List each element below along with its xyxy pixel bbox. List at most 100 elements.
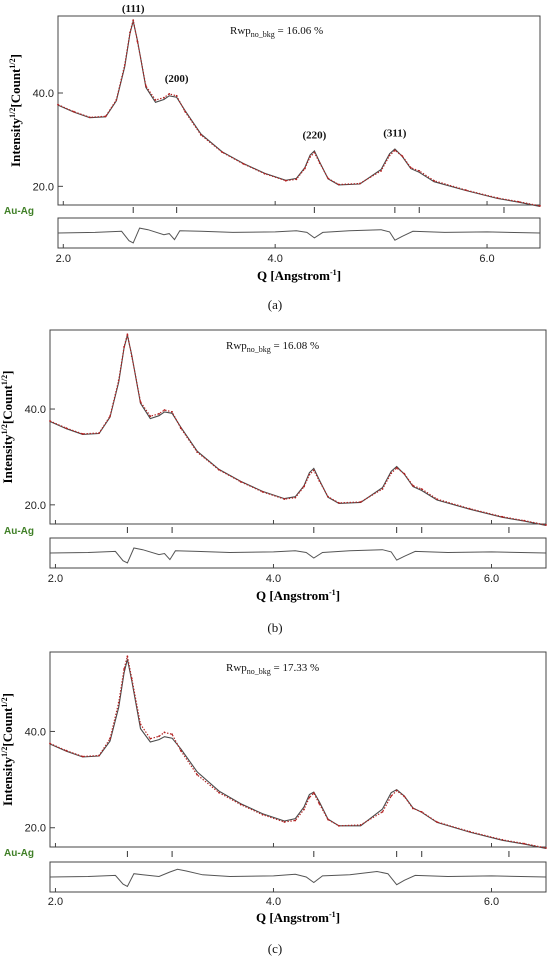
observed-data-point bbox=[65, 749, 68, 752]
observed-data-point bbox=[539, 205, 541, 207]
observed-data-point bbox=[409, 166, 412, 169]
difference-plot-frame bbox=[49, 537, 547, 569]
observed-data-point bbox=[418, 170, 421, 172]
x-axis-label-main: Q [Angstrom bbox=[257, 268, 330, 283]
observed-data-point bbox=[501, 515, 504, 518]
observed-data-point bbox=[123, 64, 126, 66]
phase-label: Au-Ag bbox=[4, 848, 34, 859]
observed-data-point bbox=[129, 31, 131, 34]
observed-data-point bbox=[158, 735, 160, 738]
x-tick-label: 2.0 bbox=[56, 253, 71, 265]
observed-data-point bbox=[57, 103, 59, 106]
observed-data-point bbox=[390, 472, 393, 475]
x-tick-label: 6.0 bbox=[479, 253, 494, 265]
observed-data-point bbox=[117, 701, 120, 704]
observed-data-point bbox=[104, 115, 107, 118]
y-axis-label-main: Intensity bbox=[8, 117, 23, 167]
rwp-label: Rwp bbox=[226, 662, 247, 674]
observed-data-point bbox=[163, 409, 166, 411]
observed-data-point bbox=[263, 172, 266, 175]
rwp-value: = 16.06 % bbox=[275, 25, 323, 37]
observed-data-point bbox=[401, 155, 404, 157]
observed-data-point bbox=[313, 151, 316, 154]
observed-data-point bbox=[420, 810, 423, 813]
observed-data-point bbox=[261, 491, 264, 493]
observed-data-point bbox=[171, 411, 173, 413]
x-axis-label-sup: -1 bbox=[329, 588, 336, 597]
observed-data-point bbox=[545, 524, 547, 526]
y-tick-label: 40.0 bbox=[33, 88, 54, 100]
calculated-profile-line bbox=[57, 20, 541, 207]
observed-data-point bbox=[239, 480, 242, 483]
observed-data-point bbox=[88, 116, 91, 119]
observed-data-point bbox=[184, 110, 187, 113]
y-tick-label: 20.0 bbox=[33, 181, 54, 193]
observed-data-point bbox=[468, 830, 471, 833]
observed-data-point bbox=[283, 498, 286, 500]
observed-data-point bbox=[501, 838, 504, 841]
observed-data-point bbox=[403, 472, 406, 475]
observed-data-point bbox=[420, 488, 423, 490]
rwp-subscript: no_bkg bbox=[247, 345, 271, 354]
observed-data-point bbox=[115, 99, 118, 101]
observed-data-point bbox=[395, 789, 398, 792]
rwp-value: = 17.33 % bbox=[271, 662, 319, 674]
rwp-annotation: Rwpno_bkg = 16.08 % bbox=[226, 340, 319, 354]
observed-data-point bbox=[312, 792, 315, 794]
x-axis-label-end: ] bbox=[337, 268, 341, 283]
observed-data-point bbox=[136, 40, 139, 43]
observed-data-point bbox=[81, 433, 84, 435]
y-tick-label: 40.0 bbox=[25, 404, 46, 416]
difference-plot-frame bbox=[49, 861, 547, 893]
y-tick-label: 20.0 bbox=[25, 500, 46, 512]
observed-data-point bbox=[327, 177, 330, 180]
observed-data-point bbox=[158, 412, 160, 415]
rwp-subscript: no_bkg bbox=[247, 667, 271, 676]
x-axis-label: Q [Angstrom-1] bbox=[257, 268, 341, 283]
observed-data-point bbox=[163, 96, 165, 99]
observed-data-point bbox=[123, 345, 126, 348]
observed-data-point bbox=[303, 485, 305, 488]
y-axis-label-sup: 1/2 bbox=[8, 108, 17, 118]
difference-plot-frame bbox=[57, 217, 541, 249]
x-tick-label: 4.0 bbox=[266, 896, 281, 908]
observed-data-point bbox=[303, 167, 306, 170]
observed-data-point bbox=[294, 819, 297, 822]
observed-data-point bbox=[72, 110, 75, 113]
observed-data-point bbox=[145, 85, 147, 87]
panel-caption: (b) bbox=[267, 620, 282, 635]
y-tick-label: 40.0 bbox=[25, 726, 46, 738]
y-axis-label: Intensity1/2[Count1/2] bbox=[8, 54, 23, 167]
observed-data-point bbox=[49, 420, 51, 422]
y-axis-label-end: ] bbox=[0, 693, 15, 697]
peak-hkl-label: (111) bbox=[122, 3, 145, 15]
observed-data-point bbox=[468, 507, 471, 510]
observed-data-point bbox=[436, 498, 438, 500]
observed-data-point bbox=[168, 93, 171, 95]
x-axis-label: Q [Angstrom-1] bbox=[256, 910, 340, 925]
observed-data-point bbox=[359, 823, 362, 826]
observed-data-point bbox=[318, 162, 321, 164]
x-tick-label: 6.0 bbox=[484, 573, 499, 585]
observed-data-point bbox=[200, 134, 202, 136]
observed-profile-points bbox=[49, 334, 547, 526]
observed-data-point bbox=[218, 791, 220, 794]
x-tick-label: 4.0 bbox=[268, 253, 283, 265]
observed-data-point bbox=[109, 415, 111, 418]
y-axis-label-main: Intensity bbox=[0, 756, 15, 806]
observed-data-point bbox=[123, 667, 126, 670]
observed-data-point bbox=[388, 154, 391, 157]
y-axis-label-mid: [Count bbox=[8, 68, 23, 108]
y-axis-label-end: ] bbox=[8, 54, 23, 58]
phase-label: Au-Ag bbox=[4, 206, 34, 217]
rwp-annotation: Rwpno_bkg = 17.33 % bbox=[226, 662, 319, 676]
y-tick-label: 20.0 bbox=[25, 823, 46, 835]
observed-data-point bbox=[327, 818, 329, 821]
main-plot-frame bbox=[49, 651, 547, 848]
observed-data-point bbox=[149, 737, 152, 740]
observed-data-point bbox=[312, 469, 315, 472]
observed-data-point bbox=[393, 149, 396, 152]
observed-data-point bbox=[523, 842, 526, 845]
observed-data-point bbox=[98, 432, 100, 434]
